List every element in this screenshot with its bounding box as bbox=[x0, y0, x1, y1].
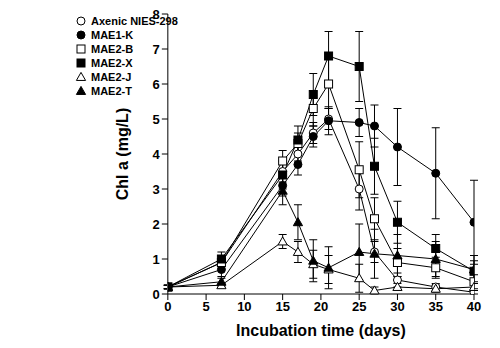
svg-text:35: 35 bbox=[428, 299, 442, 314]
svg-text:8: 8 bbox=[153, 8, 160, 22]
svg-text:5: 5 bbox=[202, 299, 209, 314]
svg-text:30: 30 bbox=[390, 299, 404, 314]
svg-text:5: 5 bbox=[153, 112, 160, 127]
svg-text:3: 3 bbox=[153, 182, 160, 197]
svg-text:1: 1 bbox=[153, 252, 160, 267]
svg-text:25: 25 bbox=[352, 299, 366, 314]
svg-text:2: 2 bbox=[153, 217, 160, 232]
svg-text:6: 6 bbox=[153, 77, 160, 92]
svg-text:Chl a (mg/L): Chl a (mg/L) bbox=[114, 108, 131, 200]
svg-text:15: 15 bbox=[275, 299, 289, 314]
svg-text:20: 20 bbox=[314, 299, 328, 314]
svg-text:40: 40 bbox=[467, 299, 481, 314]
svg-text:4: 4 bbox=[153, 147, 161, 162]
svg-text:10: 10 bbox=[237, 299, 251, 314]
svg-text:7: 7 bbox=[153, 42, 160, 57]
svg-text:Incubation time (days): Incubation time (days) bbox=[236, 322, 406, 339]
svg-text:0: 0 bbox=[153, 287, 160, 302]
svg-text:0: 0 bbox=[164, 299, 171, 314]
